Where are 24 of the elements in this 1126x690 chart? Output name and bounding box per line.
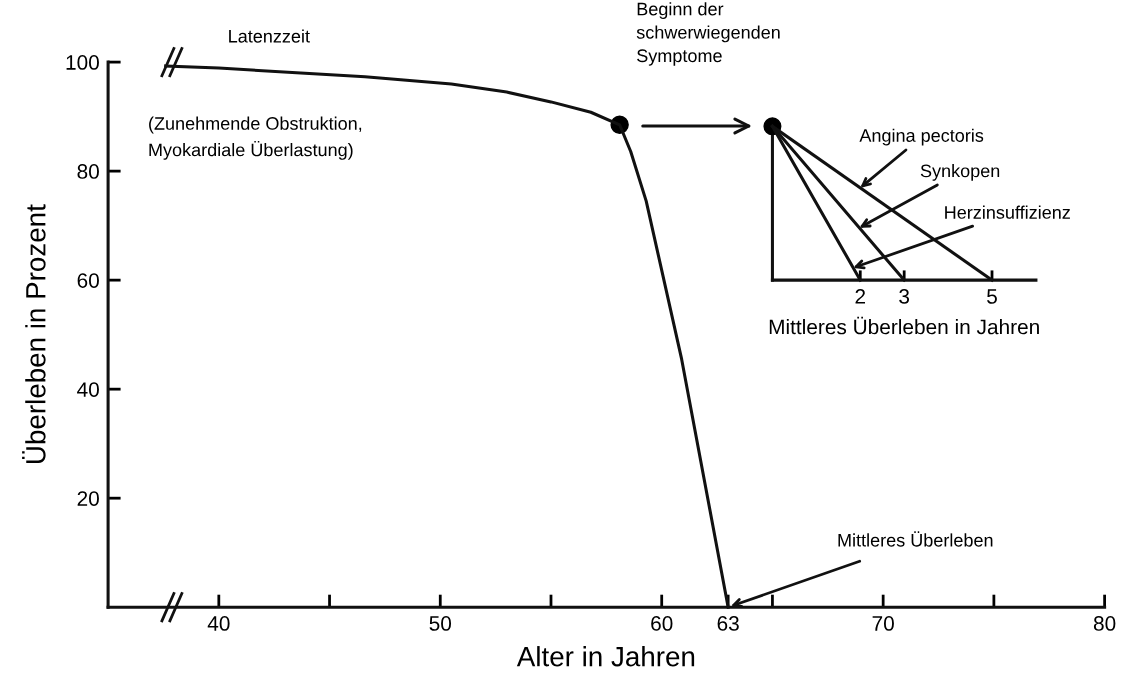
x-tick-label: 80	[1093, 616, 1116, 631]
x-tick-label: 40	[207, 616, 230, 631]
x-tick-label: 63	[717, 616, 739, 631]
annotation: Angina pectoris	[859, 128, 984, 146]
annotation: Beginn der schwerwiegenden Symptome	[636, 2, 780, 66]
x-axis-title: Alter in Jahren	[516, 646, 695, 667]
x-axis-title: Mittleres Überleben in Jahren	[769, 316, 1039, 335]
annotation: Synkopen	[920, 164, 1000, 181]
annotation: (Zunehmende Obstruktion, Myokardiale Überlastung)	[149, 116, 362, 160]
x-tick-label: 2	[855, 289, 866, 304]
y-tick-label: 40	[77, 382, 99, 397]
y-tick-label: 100	[66, 55, 99, 70]
annotation: Herzinsuffizienz	[945, 205, 1070, 219]
x-tick-label: 5	[987, 289, 997, 304]
y-tick-label: 60	[77, 273, 99, 288]
x-tick-label: 50	[429, 616, 452, 631]
x-tick-label: 3	[899, 289, 910, 304]
y-tick-label: 20	[77, 491, 99, 506]
text: Latenzzeit	[229, 29, 310, 43]
x-tick-label: 70	[872, 616, 894, 631]
y-tick-label: 80	[77, 164, 99, 179]
x-tick-label: 60	[651, 616, 673, 631]
y-axis-title: Überleben in Prozent	[22, 204, 46, 463]
annotation: Mittleres Überleben	[838, 531, 993, 547]
